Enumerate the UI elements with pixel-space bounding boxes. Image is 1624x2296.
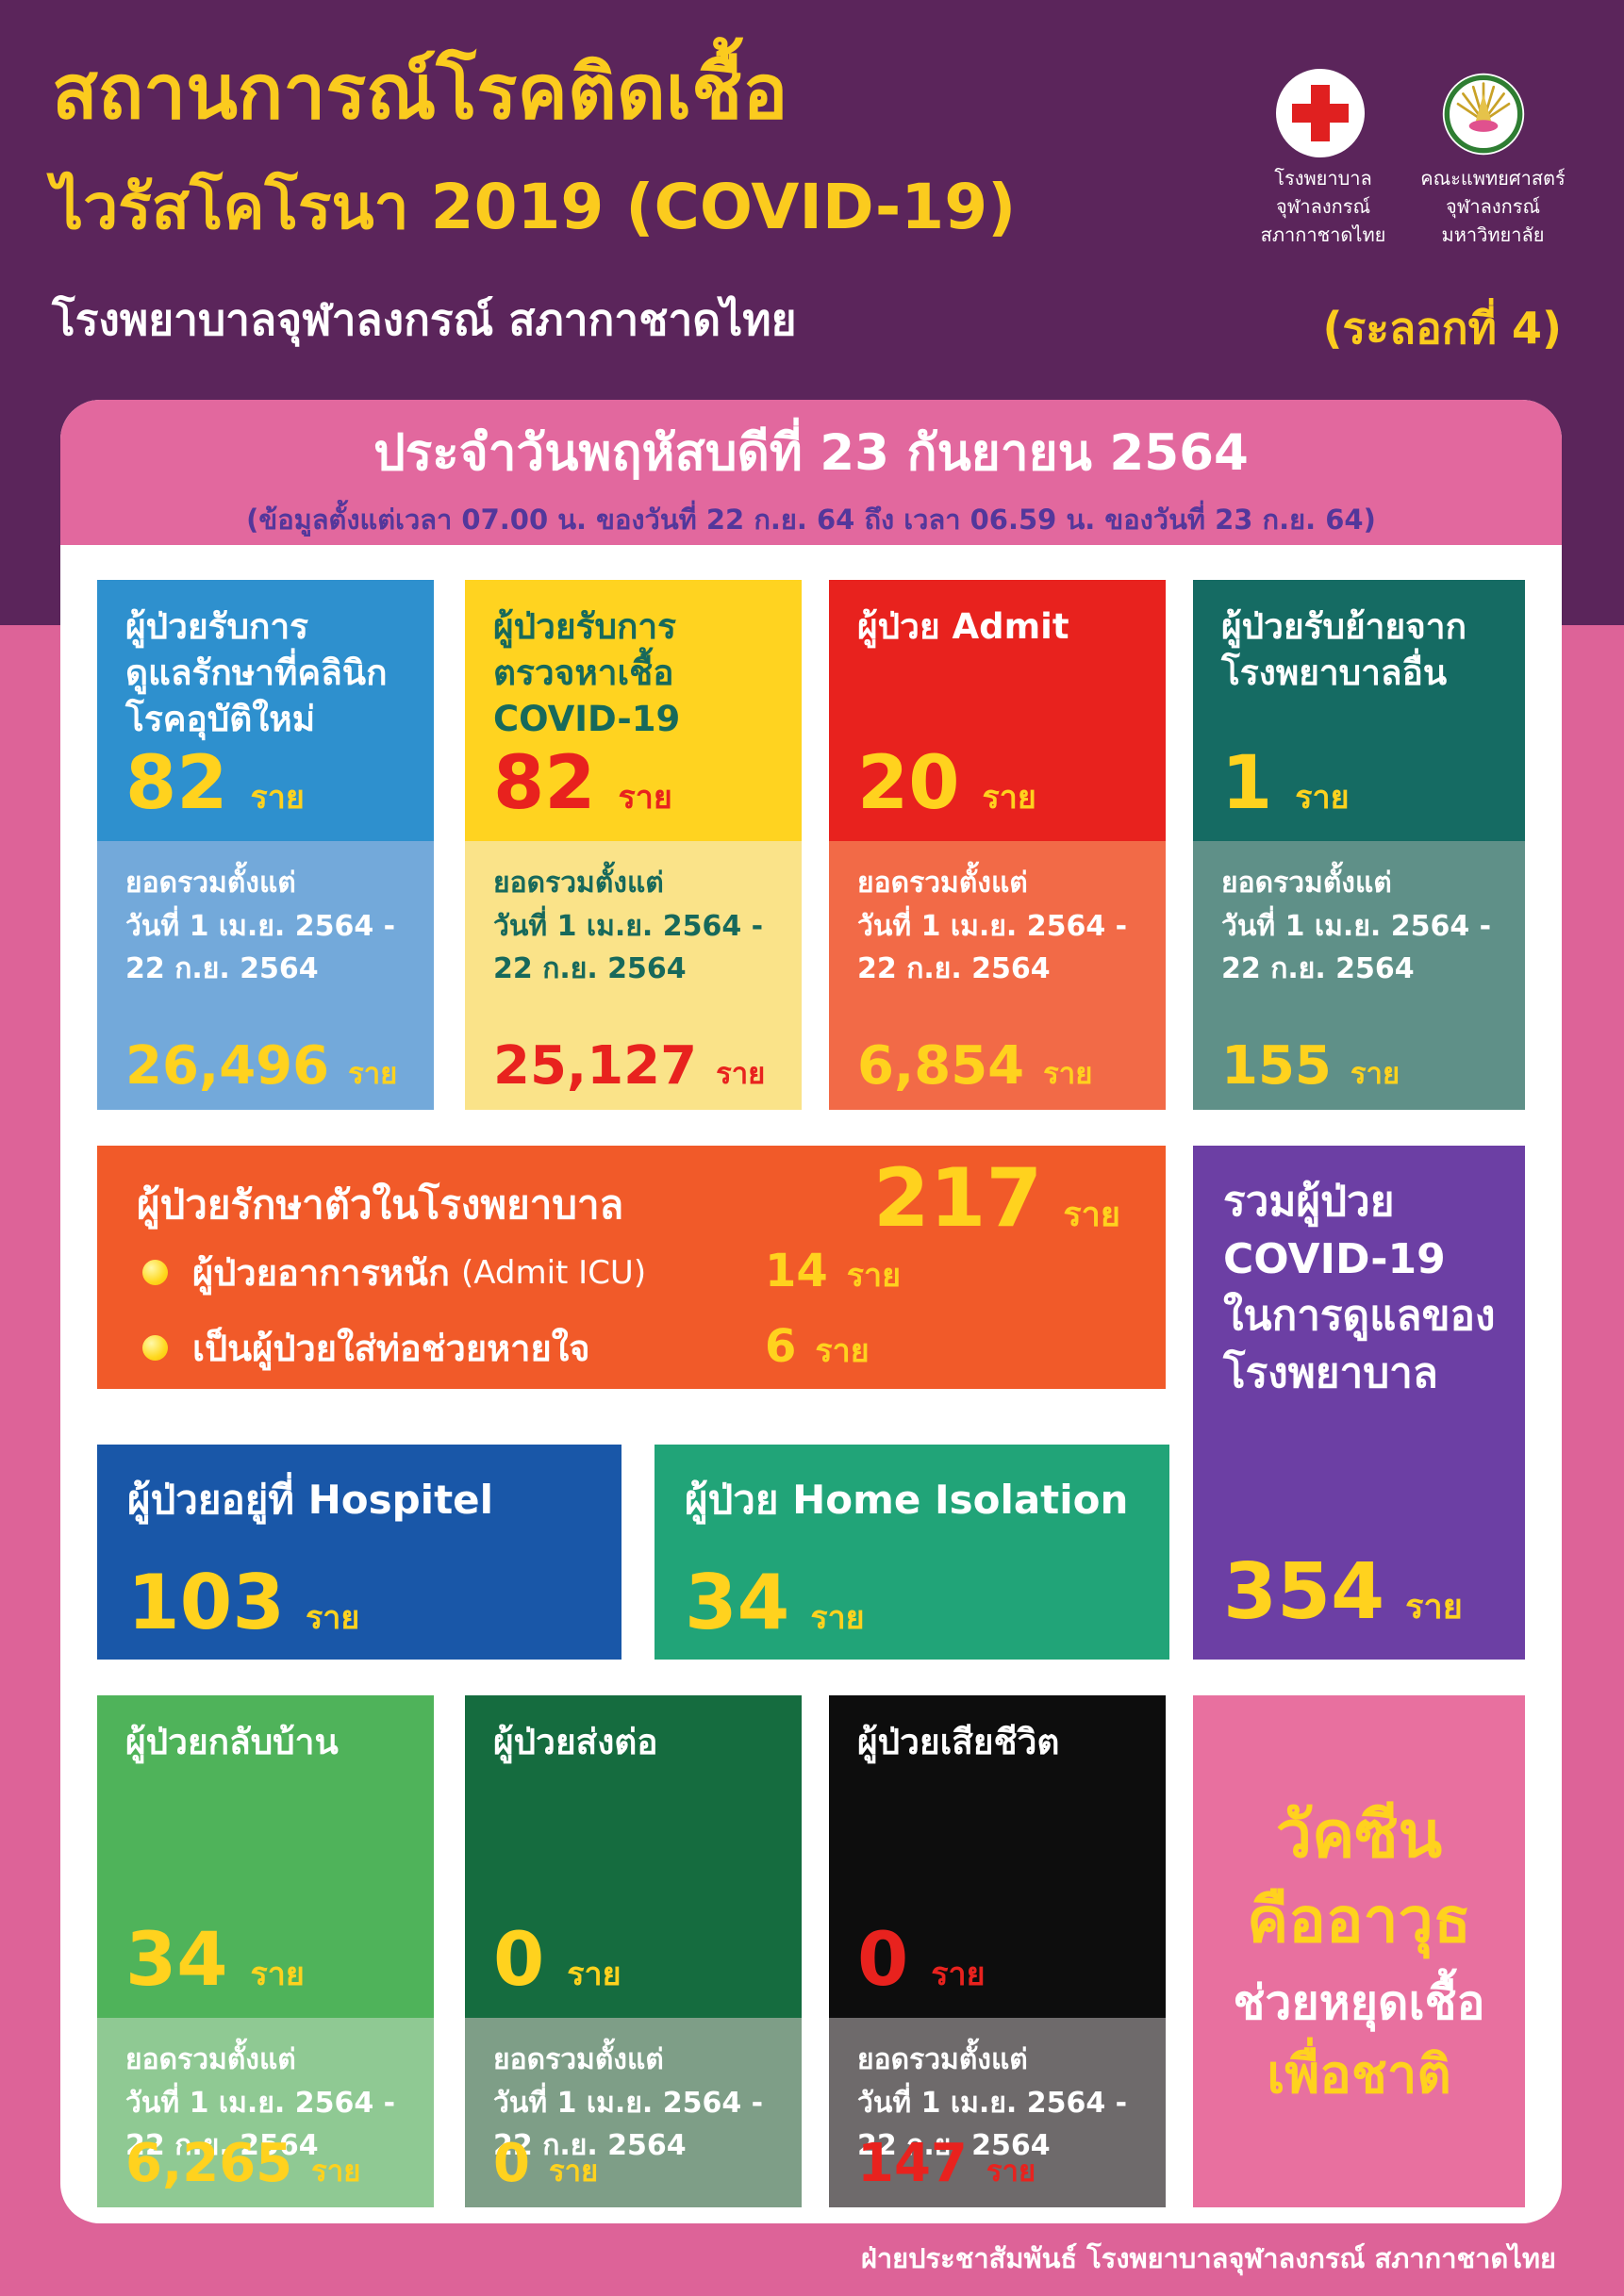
card-value: 217 ราย: [872, 1151, 1120, 1246]
cumulative-note: ยอดรวมตั้งแต่ วันที่ 1 เม.ย. 2564 - 22 ก…: [125, 2043, 396, 2163]
card-total-in-care: รวมผู้ป่วย COVID-19 ในการดูแลของ โรงพยาบ…: [1193, 1146, 1525, 1660]
card-vaccine-message: วัคซีน คืออาวุธ ช่วยหยุดเชื้อ เพื่อชาติ: [1193, 1695, 1525, 2207]
card-deaths: ผู้ป่วยเสียชีวิต 0 ราย ยอดรวมตั้งแต่ วันท…: [829, 1695, 1166, 2207]
card-total: 26,496 ราย: [125, 1035, 398, 1097]
card-discharged: ผู้ป่วยกลับบ้าน 34 ราย ยอดรวมตั้งแต่ วันท…: [97, 1695, 434, 2207]
card-in-hospital: ผู้ป่วยรักษาตัวในโรงพยาบาล 217 ราย ผู้ป่ว…: [97, 1146, 1166, 1389]
date-title: ประจำวันพฤหัสบดีที่ 23 กันยายน 2564: [373, 424, 1249, 482]
card-total: 155 ราย: [1221, 1035, 1400, 1097]
bullet-dot-icon: [142, 1335, 168, 1361]
card-value: 0 ราย: [857, 1918, 986, 2003]
card-title: ผู้ป่วยเสียชีวิต: [857, 1722, 1060, 1762]
card-title: ผู้ป่วยอยู่ที่ Hospitel: [127, 1477, 494, 1523]
card-value: 103 ราย: [127, 1559, 360, 1646]
ventilator-value: 6 ราย: [765, 1320, 870, 1373]
card-referred-out: ผู้ป่วยส่งต่อ 0 ราย ยอดรวมตั้งแต่ วันที่ …: [465, 1695, 802, 2207]
vaccine-line4: เพื่อชาติ: [1267, 2043, 1451, 2106]
vaccine-line2: คืออาวุธ: [1247, 1884, 1471, 1957]
card-title: ผู้ป่วยรักษาตัวในโรงพยาบาล: [137, 1181, 624, 1228]
card-title: รวมผู้ป่วย COVID-19 ในการดูแลของ โรงพยาบ…: [1223, 1178, 1496, 1398]
card-value: 354 ราย: [1223, 1547, 1463, 1637]
data-range-note: (ข้อมูลตั้งแต่เวลา 07.00 น. ของวันที่ 22…: [246, 504, 1376, 536]
card-total: 6,854 ราย: [857, 1035, 1093, 1097]
bullet-dot-icon: [142, 1260, 168, 1285]
content-sheet: ประจำวันพฤหัสบดีที่ 23 กันยายน 2564 (ข้อ…: [60, 400, 1562, 2223]
vaccine-line3: ช่วยหยุดเชื้อ: [1233, 1975, 1485, 2031]
red-cross-logo-icon: [1275, 68, 1366, 158]
card-title: ผู้ป่วย Admit: [857, 606, 1069, 647]
card-clinic-patients: ผู้ป่วยรับการ ดูแลรักษาที่คลินิก โรคอุบั…: [97, 580, 434, 1110]
card-total: 6,265 ราย: [125, 2133, 361, 2194]
card-title: ผู้ป่วยรับการ ตรวจหาเชื้อ COVID-19: [493, 606, 681, 739]
card-transferred-in: ผู้ป่วยรับย้ายจาก โรงพยาบาลอื่น 1 ราย ยอด…: [1193, 580, 1525, 1110]
card-value: 82 ราย: [125, 741, 305, 826]
faculty-emblem-icon: [1441, 72, 1526, 157]
card-value: 20 ราย: [857, 741, 1036, 826]
card-admitted: ผู้ป่วย Admit 20 ราย ยอดรวมตั้งแต่ วันที่…: [829, 580, 1166, 1110]
card-total: 0 ราย: [493, 2133, 599, 2194]
card-value: 82 ราย: [493, 741, 672, 826]
wave-label: (ระลอกที่ 4): [1322, 303, 1562, 354]
poster-title-line1: สถานการณ์โรคติดเชื้อ: [52, 48, 788, 136]
cumulative-note: ยอดรวมตั้งแต่ วันที่ 1 เม.ย. 2564 - 22 ก…: [857, 2043, 1128, 2163]
red-cross-logo-caption: โรงพยาบาลจุฬาลงกรณ์ สภากาชาดไทย: [1260, 167, 1386, 246]
vaccine-line1: วัคซีน: [1275, 1797, 1443, 1873]
icu-bullet-row: ผู้ป่วยอาการหนัก (Admit ICU) 14 ราย: [142, 1244, 1123, 1301]
card-value: 34 ราย: [685, 1559, 865, 1646]
card-total: 147 ราย: [857, 2133, 1036, 2194]
cumulative-note: ยอดรวมตั้งแต่ วันที่ 1 เม.ย. 2564 - 22 ก…: [1221, 867, 1492, 986]
cumulative-note: ยอดรวมตั้งแต่ วันที่ 1 เม.ย. 2564 - 22 ก…: [493, 867, 764, 986]
card-title: ผู้ป่วยกลับบ้าน: [125, 1722, 339, 1762]
footer-credit: ฝ่ายประชาสัมพันธ์ โรงพยาบาลจุฬาลงกรณ์ สภ…: [860, 2242, 1556, 2274]
icu-value: 14 ราย: [765, 1245, 902, 1297]
card-value: 0 ราย: [493, 1918, 621, 2003]
ventilator-bullet-row: เป็นผู้ป่วยใส่ท่อช่วยหายใจ 6 ราย: [142, 1319, 1123, 1377]
card-title: ผู้ป่วยรับการ ดูแลรักษาที่คลินิก โรคอุบั…: [125, 606, 388, 739]
card-covid-tested: ผู้ป่วยรับการ ตรวจหาเชื้อ COVID-19 82 ราย…: [465, 580, 802, 1110]
card-hospitel: ผู้ป่วยอยู่ที่ Hospitel 103 ราย: [97, 1445, 621, 1660]
card-value: 1 ราย: [1221, 741, 1350, 826]
card-title: ผู้ป่วย Home Isolation: [685, 1477, 1129, 1523]
cumulative-note: ยอดรวมตั้งแต่ วันที่ 1 เม.ย. 2564 - 22 ก…: [493, 2043, 764, 2163]
card-title: ผู้ป่วยส่งต่อ: [493, 1722, 658, 1762]
poster-title-line2: ไวรัสโคโรนา 2019 (COVID-19): [52, 171, 1017, 243]
card-value: 34 ราย: [125, 1918, 305, 2003]
date-banner: ประจำวันพฤหัสบดีที่ 23 กันยายน 2564 (ข้อ…: [60, 400, 1562, 545]
card-home-isolation: ผู้ป่วย Home Isolation 34 ราย: [655, 1445, 1169, 1660]
card-title: ผู้ป่วยรับย้ายจาก โรงพยาบาลอื่น: [1221, 606, 1467, 693]
hospital-name: โรงพยาบาลจุฬาลงกรณ์ สภากาชาดไทย: [52, 294, 797, 345]
cumulative-note: ยอดรวมตั้งแต่ วันที่ 1 เม.ย. 2564 - 22 ก…: [857, 867, 1128, 986]
faculty-emblem-caption: คณะแพทยศาสตร์ จุฬาลงกรณ์มหาวิทยาลัย: [1420, 167, 1566, 246]
cumulative-note: ยอดรวมตั้งแต่ วันที่ 1 เม.ย. 2564 - 22 ก…: [125, 867, 396, 986]
card-total: 25,127 ราย: [493, 1035, 766, 1097]
